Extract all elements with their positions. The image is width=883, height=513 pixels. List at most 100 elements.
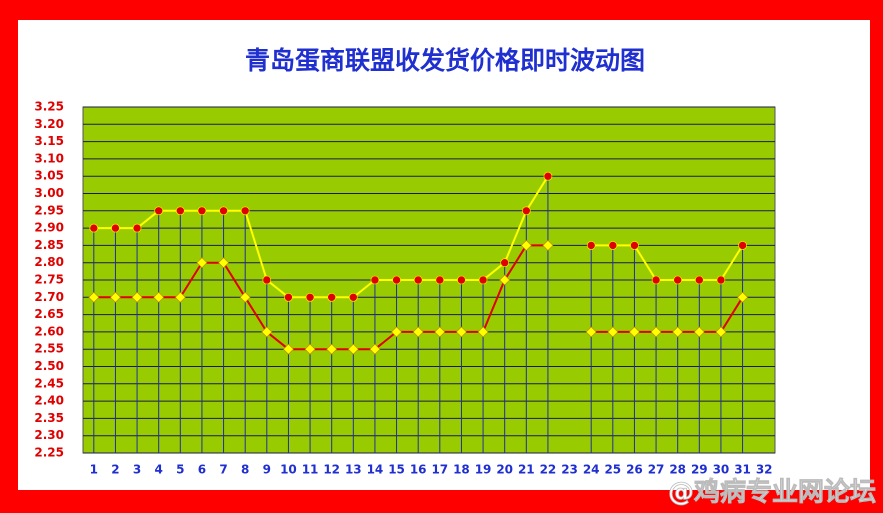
- x-tick-label: 7: [219, 463, 227, 477]
- y-tick-label: 2.40: [34, 394, 64, 408]
- marker: [630, 241, 639, 250]
- x-tick-label: 13: [345, 463, 362, 477]
- x-tick-label: 29: [691, 463, 708, 477]
- x-tick-label: 30: [713, 463, 730, 477]
- marker: [304, 343, 316, 355]
- x-tick-label: 6: [198, 463, 206, 477]
- x-tick-label: 28: [669, 463, 686, 477]
- marker: [89, 223, 99, 233]
- y-tick-label: 2.80: [34, 255, 64, 269]
- marker: [284, 292, 293, 302]
- marker: [197, 206, 207, 216]
- x-tick-label: 24: [583, 463, 600, 477]
- y-tick-label: 3.15: [34, 134, 64, 148]
- marker: [326, 343, 338, 355]
- y-tick-label: 2.90: [34, 221, 64, 235]
- marker: [585, 326, 597, 338]
- x-tick-label: 3: [133, 463, 141, 477]
- y-tick-label: 2.95: [34, 203, 64, 217]
- x-tick-label: 19: [475, 463, 492, 477]
- marker: [434, 326, 446, 338]
- x-tick-label: 15: [388, 463, 405, 477]
- marker: [132, 223, 142, 233]
- marker: [239, 291, 251, 303]
- marker: [651, 275, 661, 285]
- x-tick-label: 12: [323, 463, 340, 477]
- marker: [370, 275, 380, 285]
- chart-title: 青岛蛋商联盟收发货价格即时波动图: [245, 46, 645, 75]
- marker: [261, 326, 273, 338]
- y-tick-label: 3.00: [34, 186, 64, 200]
- y-tick-label: 2.45: [34, 376, 64, 390]
- marker: [586, 241, 596, 250]
- y-tick-label: 2.55: [34, 342, 64, 356]
- y-tick-label: 2.85: [34, 238, 64, 252]
- x-tick-label: 25: [604, 463, 621, 477]
- x-tick-label: 9: [263, 463, 271, 477]
- marker: [174, 291, 186, 303]
- x-tick-label: 2: [111, 463, 119, 477]
- marker: [110, 291, 121, 303]
- watermark: @鸡病专业网论坛: [668, 477, 876, 508]
- marker: [738, 241, 747, 250]
- y-tick-label: 3.10: [34, 151, 64, 165]
- x-tick-label: 10: [280, 463, 297, 477]
- x-tick-label: 22: [540, 463, 557, 477]
- marker: [499, 274, 511, 286]
- marker: [673, 275, 682, 285]
- marker: [131, 291, 143, 303]
- y-tick-label: 2.25: [34, 446, 64, 460]
- marker: [283, 343, 294, 355]
- x-tick-label: 32: [756, 463, 773, 477]
- marker: [219, 206, 228, 216]
- marker: [543, 171, 553, 181]
- marker: [542, 239, 554, 251]
- marker: [608, 241, 618, 250]
- marker: [477, 326, 489, 338]
- y-tick-label: 3.25: [34, 100, 64, 114]
- marker: [154, 206, 163, 216]
- marker: [347, 343, 359, 355]
- marker: [218, 257, 229, 269]
- x-tick-label: 18: [453, 463, 470, 477]
- marker: [629, 326, 640, 338]
- marker: [457, 275, 466, 285]
- marker: [369, 343, 381, 355]
- marker: [478, 275, 488, 285]
- y-tick-label: 3.20: [34, 117, 64, 131]
- x-tick-label: 1: [90, 463, 98, 477]
- marker: [500, 258, 509, 268]
- y-tick-label: 2.60: [34, 324, 64, 338]
- marker: [262, 275, 272, 285]
- y-tick-label: 2.35: [34, 411, 64, 425]
- marker: [196, 257, 208, 269]
- marker: [88, 291, 100, 303]
- marker: [327, 292, 336, 302]
- y-tick-label: 2.65: [34, 307, 64, 321]
- marker: [392, 275, 401, 285]
- x-tick-label: 20: [496, 463, 513, 477]
- x-tick-label: 21: [518, 463, 535, 477]
- marker: [716, 275, 726, 285]
- marker: [240, 206, 250, 216]
- marker: [176, 206, 185, 216]
- marker: [522, 206, 531, 216]
- marker: [695, 275, 704, 285]
- x-tick-label: 31: [734, 463, 751, 477]
- x-tick-label: 26: [626, 463, 643, 477]
- marker: [111, 223, 120, 233]
- y-tick-label: 2.75: [34, 273, 64, 287]
- x-tick-label: 27: [648, 463, 665, 477]
- marker: [413, 275, 423, 285]
- x-tick-label: 11: [302, 463, 319, 477]
- x-tick-label: 5: [176, 463, 184, 477]
- marker: [520, 239, 532, 251]
- marker: [349, 292, 358, 302]
- marker: [650, 326, 662, 338]
- x-tick-label: 4: [155, 463, 163, 477]
- marker: [391, 326, 402, 338]
- marker: [435, 275, 445, 285]
- y-tick-label: 2.70: [34, 290, 64, 304]
- x-tick-label: 14: [367, 463, 384, 477]
- marker: [153, 291, 165, 303]
